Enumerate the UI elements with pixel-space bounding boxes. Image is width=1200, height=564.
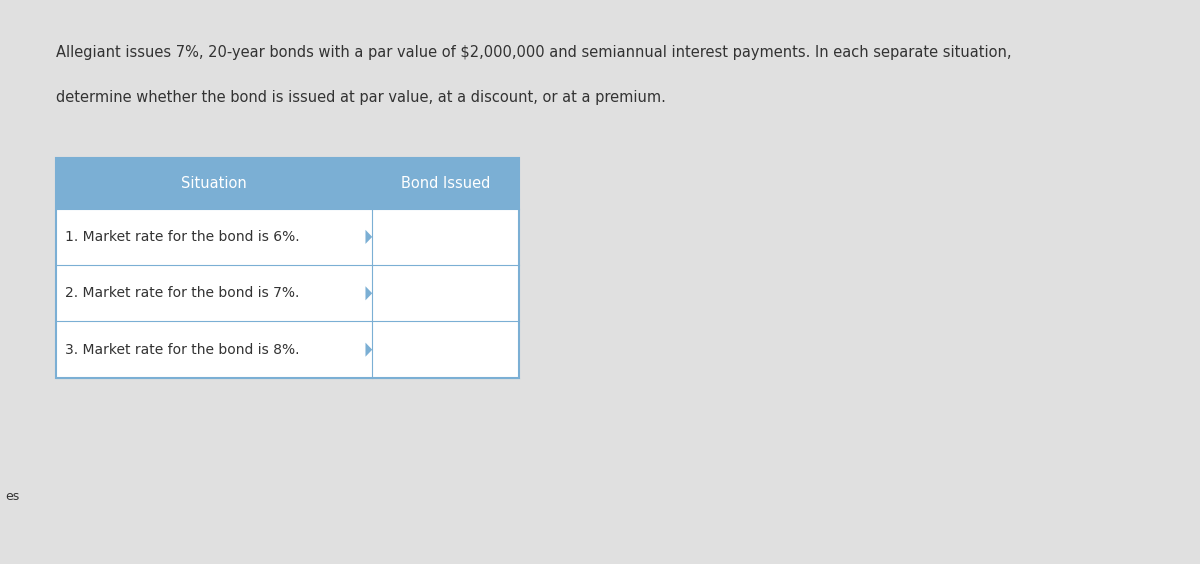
Polygon shape — [366, 286, 372, 300]
Text: 2. Market rate for the bond is 7%.: 2. Market rate for the bond is 7%. — [66, 287, 300, 300]
Text: Allegiant issues 7%, 20-year bonds with a par value of $2,000,000 and semiannual: Allegiant issues 7%, 20-year bonds with … — [56, 45, 1012, 60]
Text: 1. Market rate for the bond is 6%.: 1. Market rate for the bond is 6%. — [66, 230, 300, 244]
Text: es: es — [6, 490, 20, 503]
Bar — [56, 158, 518, 209]
Polygon shape — [366, 342, 372, 357]
Text: 3. Market rate for the bond is 8%.: 3. Market rate for the bond is 8%. — [66, 343, 300, 356]
Text: Bond Issued: Bond Issued — [401, 176, 491, 191]
Polygon shape — [366, 230, 372, 244]
Text: Situation: Situation — [181, 176, 247, 191]
Text: determine whether the bond is issued at par value, at a discount, or at a premiu: determine whether the bond is issued at … — [56, 90, 666, 105]
